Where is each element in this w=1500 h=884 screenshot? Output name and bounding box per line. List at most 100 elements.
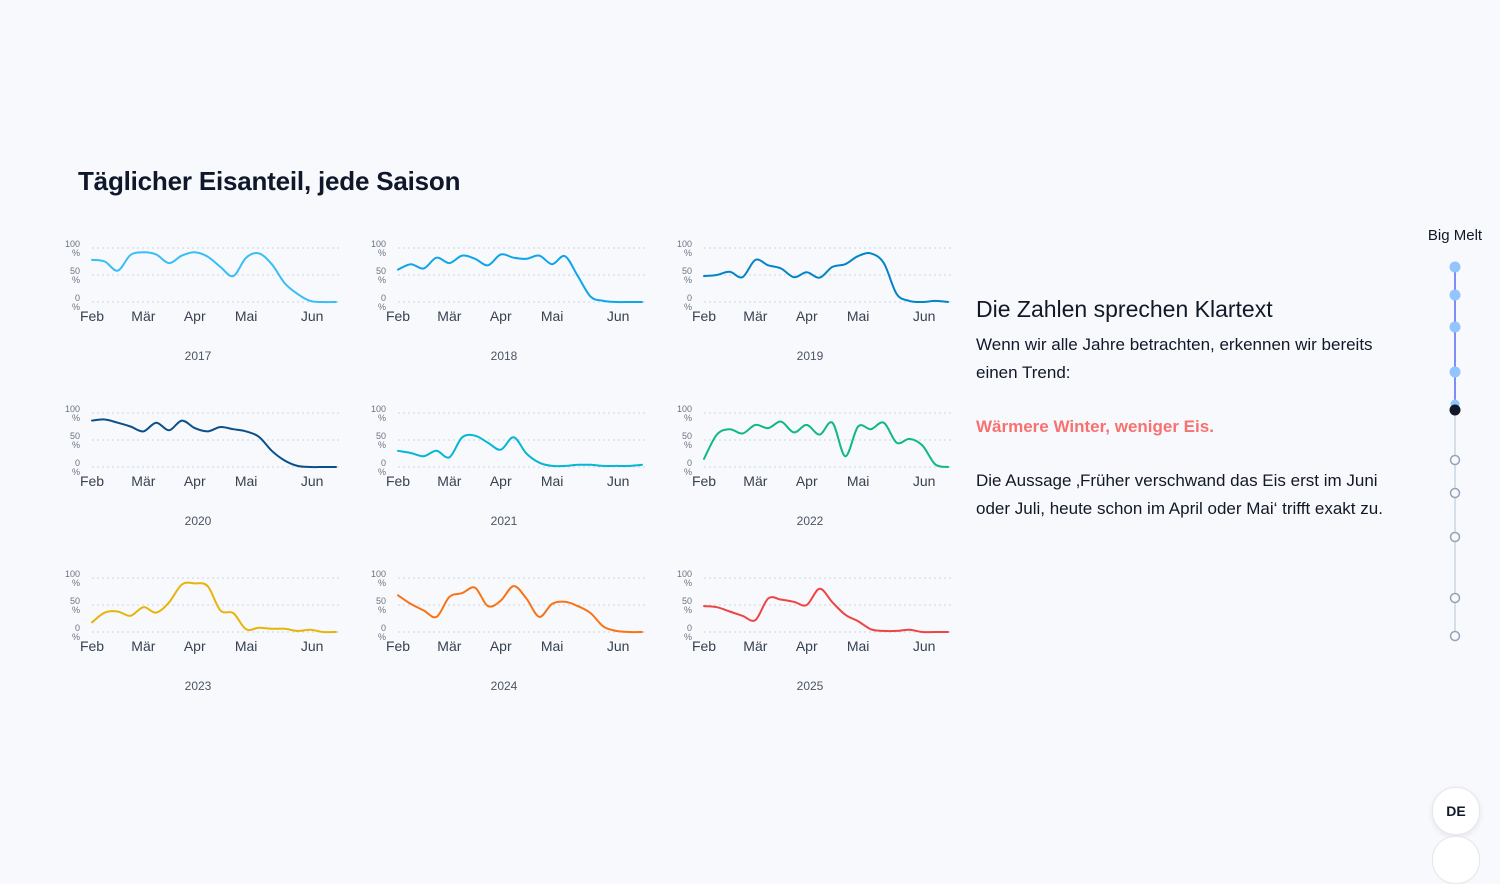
- x-tick-label: Apr: [796, 308, 818, 324]
- y-tick-label: 0: [381, 458, 386, 468]
- nav-step-dot[interactable]: [1449, 454, 1461, 466]
- x-tick-label: Apr: [184, 638, 206, 654]
- x-tick-label: Jun: [607, 308, 630, 324]
- y-tick-label-unit: %: [378, 578, 386, 588]
- y-tick-label-unit: %: [684, 413, 692, 423]
- x-tick-label: Jun: [301, 638, 324, 654]
- nav-step-dot[interactable]: [1449, 261, 1461, 273]
- story-highlight: Wärmere Winter, weniger Eis.: [976, 417, 1214, 436]
- y-tick-label: 100: [65, 239, 80, 249]
- year-label: 2019: [796, 349, 824, 363]
- y-tick-label-unit: %: [72, 578, 80, 588]
- y-tick-label-unit: %: [72, 275, 80, 285]
- x-tick-label: Mai: [235, 308, 258, 324]
- nav-step-dot-active[interactable]: [1449, 404, 1461, 416]
- year-label: 2022: [796, 514, 824, 528]
- nav-step-dot[interactable]: [1449, 321, 1461, 333]
- story-panel: Die Zahlen sprechen Klartext Wenn wir al…: [976, 296, 1386, 523]
- x-tick-label: Apr: [184, 308, 206, 324]
- secondary-floating-button[interactable]: [1432, 836, 1480, 884]
- language-toggle-button[interactable]: DE: [1432, 787, 1480, 835]
- small-multiples-grid: 100% 50% 0% Feb Mär Apr Mai Jun 2017 100% 50% 0% Feb…: [60, 232, 960, 702]
- y-tick-label: 0: [75, 623, 80, 633]
- chart-panel-2024: 100% 50% 0% Feb Mär Apr Mai Jun 2024: [366, 562, 656, 702]
- year-label: 2025: [796, 679, 824, 693]
- y-tick-label-unit: %: [378, 467, 386, 477]
- y-tick-label-unit: %: [684, 440, 692, 450]
- nav-step-dot[interactable]: [1449, 366, 1461, 378]
- x-tick-label: Jun: [607, 638, 630, 654]
- y-tick-label: 50: [70, 596, 80, 606]
- chart-panel-2018: 100% 50% 0% Feb Mär Apr Mai Jun 2018: [366, 232, 656, 372]
- y-tick-label: 100: [371, 569, 386, 579]
- year-label: 2020: [184, 514, 212, 528]
- x-tick-label: Jun: [913, 308, 936, 324]
- x-tick-label: Mai: [541, 638, 564, 654]
- y-tick-label-unit: %: [72, 302, 80, 312]
- chart-panel-2019: 100% 50% 0% Feb Mär Apr Mai Jun 2019: [672, 232, 962, 372]
- y-tick-label: 0: [75, 293, 80, 303]
- y-tick-label: 0: [381, 293, 386, 303]
- y-tick-label-unit: %: [378, 302, 386, 312]
- chart-svg-2021: 100%50%0%Feb Mär Apr Mai Jun: [371, 404, 646, 489]
- x-tick-label: Feb: [80, 308, 104, 324]
- y-tick-label-unit: %: [684, 302, 692, 312]
- x-tick-label: Feb: [80, 473, 104, 489]
- x-tick-label: Apr: [490, 308, 512, 324]
- y-tick-label-unit: %: [378, 248, 386, 258]
- chart-svg-2018: 100%50%0%Feb Mär Apr Mai Jun: [371, 239, 646, 324]
- x-tick-label: Jun: [301, 308, 324, 324]
- nav-step-dot[interactable]: [1449, 289, 1461, 301]
- y-tick-label: 50: [376, 431, 386, 441]
- year-label: 2024: [490, 679, 518, 693]
- year-label: 2021: [490, 514, 518, 528]
- y-tick-label: 50: [682, 431, 692, 441]
- y-tick-label-unit: %: [684, 467, 692, 477]
- page-title: Täglicher Eisanteil, jede Saison: [78, 166, 461, 196]
- nav-step-dot[interactable]: [1449, 487, 1461, 499]
- y-tick-label-unit: %: [72, 413, 80, 423]
- x-tick-label: Jun: [913, 638, 936, 654]
- y-tick-label-unit: %: [378, 275, 386, 285]
- story-paragraph-intro: Wenn wir alle Jahre betrachten, erkennen…: [976, 335, 1373, 382]
- x-tick-label: Mär: [131, 473, 155, 489]
- x-tick-label: Mai: [847, 638, 870, 654]
- y-tick-label: 0: [687, 623, 692, 633]
- x-tick-label: Mär: [131, 638, 155, 654]
- story-paragraph-conclusion: Die Aussage ‚Früher verschwand das Eis e…: [976, 471, 1383, 518]
- nav-step-dot[interactable]: [1449, 630, 1461, 642]
- nav-step-dot[interactable]: [1449, 531, 1461, 543]
- chart-panel-2022: 100% 50% 0% Feb Mär Apr Mai Jun 2022: [672, 397, 962, 537]
- x-tick-label: Mär: [437, 473, 461, 489]
- y-tick-label-unit: %: [684, 605, 692, 615]
- x-tick-label: Apr: [184, 473, 206, 489]
- year-label: 2017: [184, 349, 212, 363]
- x-tick-label: Feb: [386, 308, 410, 324]
- y-tick-label: 100: [371, 239, 386, 249]
- x-tick-label: Mai: [541, 473, 564, 489]
- series-line-2023: [91, 581, 337, 634]
- y-tick-label: 100: [677, 239, 692, 249]
- x-tick-label: Jun: [301, 473, 324, 489]
- x-tick-label: Feb: [692, 638, 716, 654]
- series-line-2020: [91, 418, 337, 469]
- y-tick-label-unit: %: [72, 605, 80, 615]
- x-tick-label: Apr: [796, 638, 818, 654]
- chart-svg-2019: 100%50%0%Feb Mär Apr Mai Jun: [677, 239, 952, 324]
- series-line-2024: [397, 585, 643, 634]
- chart-svg-2020: 100%50%0%Feb Mär Apr Mai Jun: [65, 404, 340, 489]
- x-tick-label: Apr: [796, 473, 818, 489]
- chart-svg-2022: 100%50%0%Feb Mär Apr Mai Jun: [677, 404, 952, 489]
- y-tick-label-unit: %: [378, 440, 386, 450]
- nav-step-dot[interactable]: [1449, 592, 1461, 604]
- y-tick-label: 100: [677, 569, 692, 579]
- x-tick-label: Mai: [235, 473, 258, 489]
- x-tick-label: Mai: [847, 308, 870, 324]
- y-tick-label-unit: %: [72, 248, 80, 258]
- x-tick-label: Mär: [131, 308, 155, 324]
- y-tick-label: 100: [371, 404, 386, 414]
- y-tick-label-unit: %: [72, 440, 80, 450]
- y-tick-label: 50: [682, 596, 692, 606]
- series-line-2017: [91, 251, 337, 304]
- chart-svg-2017: 100%50%0%Feb Mär Apr Mai Jun: [65, 239, 340, 324]
